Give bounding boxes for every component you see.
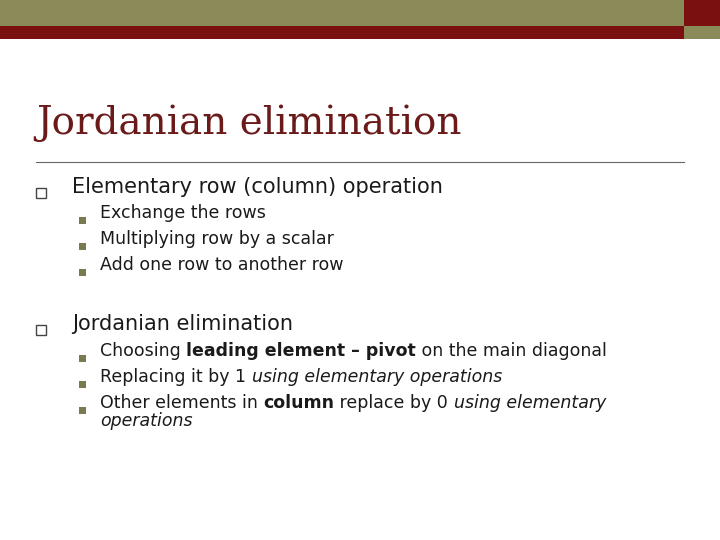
Text: Replacing it by 1: Replacing it by 1 (100, 368, 251, 386)
Bar (684, 26, 720, 39)
Bar (79, 217, 86, 224)
Bar (79, 355, 86, 362)
Text: column: column (264, 394, 334, 412)
Bar (79, 269, 86, 276)
Bar (79, 243, 86, 250)
Bar (36, 188, 46, 198)
Bar (79, 381, 86, 388)
Text: leading element – pivot: leading element – pivot (186, 342, 416, 360)
Text: Choosing: Choosing (100, 342, 186, 360)
Text: replace by 0: replace by 0 (334, 394, 454, 412)
Text: Other elements in: Other elements in (100, 394, 264, 412)
Text: Add one row to another row: Add one row to another row (100, 256, 343, 274)
Text: Jordanian elimination: Jordanian elimination (36, 105, 462, 143)
Text: on the main diagonal: on the main diagonal (416, 342, 607, 360)
Text: Elementary row (column) operation: Elementary row (column) operation (72, 177, 443, 197)
Text: operations: operations (100, 412, 192, 430)
Text: using elementary: using elementary (454, 394, 606, 412)
Bar (0, 0, 720, 26)
Bar (36, 325, 46, 335)
Bar (684, 0, 720, 26)
Text: Jordanian elimination: Jordanian elimination (72, 314, 293, 334)
Text: using elementary operations: using elementary operations (251, 368, 502, 386)
Text: Exchange the rows: Exchange the rows (100, 204, 266, 222)
Bar (79, 407, 86, 414)
Bar (0, 26, 720, 39)
Text: Multiplying row by a scalar: Multiplying row by a scalar (100, 230, 334, 248)
